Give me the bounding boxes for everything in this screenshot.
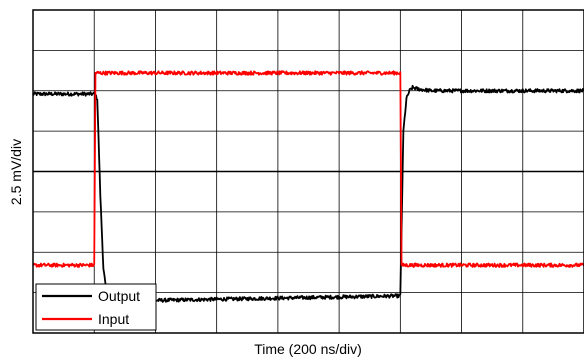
legend-box [35,283,157,331]
legend-label-input: Input [98,311,129,327]
legend: Output Input [35,283,157,331]
series-line-output [32,84,584,308]
x-axis-label: Time (200 ns/div) [254,341,362,357]
series-line-input [32,70,584,268]
legend-label-output: Output [98,288,140,304]
plot-frame [32,9,584,334]
traces [32,70,584,308]
y-axis-label: 2.5 mV/div [8,139,24,205]
